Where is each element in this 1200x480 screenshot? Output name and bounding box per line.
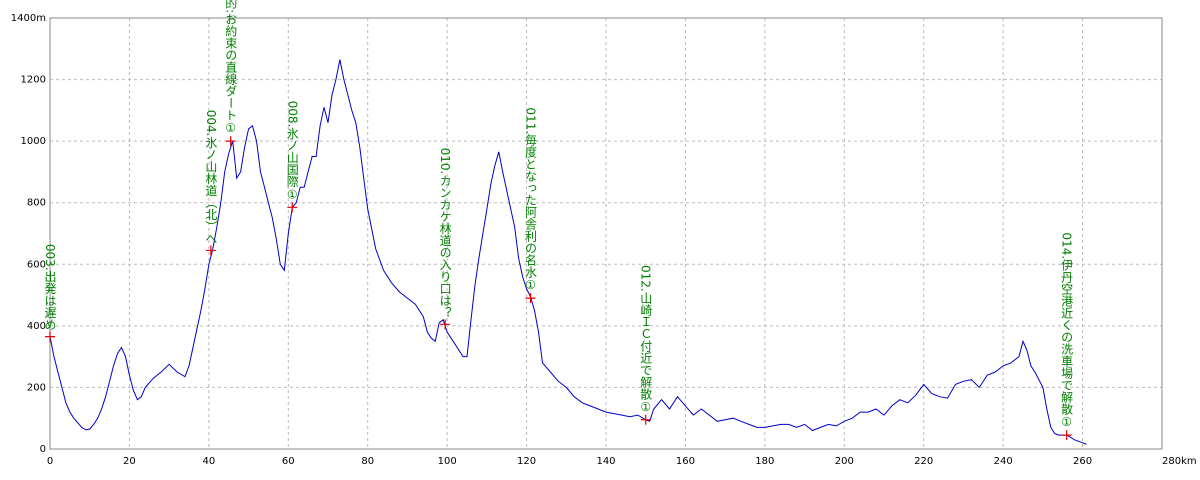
x-tick-label: 260 — [1073, 456, 1092, 467]
x-tick-label: 240 — [994, 456, 1013, 467]
plot-frame — [49, 17, 1163, 450]
x-tick-label: 120 — [517, 456, 536, 467]
x-tick-label: 200 — [835, 456, 854, 467]
y-tick-label: 1000 — [21, 136, 46, 147]
waypoint-marker — [225, 136, 236, 147]
x-tick-label: 220 — [914, 456, 933, 467]
y-tick-label: 0 — [40, 444, 46, 455]
waypoint-marker — [205, 245, 216, 256]
x-tick-label: 180 — [755, 456, 774, 467]
waypoint-marker — [440, 319, 451, 330]
x-tick-label: 80 — [361, 456, 374, 467]
x-tick-label: 0 — [47, 456, 53, 467]
elevation-line — [49, 59, 1087, 445]
waypoint-label: 003.出発は遅め — [43, 244, 57, 331]
y-tick-label: 600 — [27, 259, 46, 270]
waypoint-marker — [287, 202, 298, 213]
y-tick-label: 400 — [27, 321, 46, 332]
y-tick-label: 1400m — [11, 13, 46, 24]
x-tick-label: 100 — [438, 456, 457, 467]
waypoint-marker — [45, 331, 55, 342]
waypoint-label: 004.氷ノ山林道（北）へ — [204, 110, 218, 245]
waypoint-marker — [640, 414, 651, 425]
x-tick-label: 280km — [1162, 456, 1197, 467]
x-tick-label: 140 — [596, 456, 615, 467]
waypoint-label: 012.山崎ＩＣ付近で解散① — [639, 265, 653, 414]
x-tick-label: 60 — [282, 456, 295, 467]
x-tick-label: 160 — [676, 456, 695, 467]
y-tick-label: 1200 — [21, 75, 46, 86]
waypoint-marker — [1061, 430, 1072, 441]
x-tick-label: 20 — [123, 456, 136, 467]
waypoint-label: 014.伊丹空港近くの洗車場で解散① — [1060, 232, 1074, 429]
waypoint-label: 011.毎度となった阿舎利の名水① — [524, 107, 538, 292]
x-tick-label: 40 — [202, 456, 215, 467]
waypoint-label: 010.カンカケ林道の入り口は？ — [438, 148, 452, 319]
waypoint-label: 005.目的:お約束の直線ダート① — [224, 0, 238, 135]
y-tick-label: 800 — [27, 198, 46, 209]
waypoint-label: 008.氷ノ山国際① — [285, 101, 299, 202]
waypoint-marker — [525, 293, 536, 304]
y-tick-label: 200 — [27, 382, 46, 393]
